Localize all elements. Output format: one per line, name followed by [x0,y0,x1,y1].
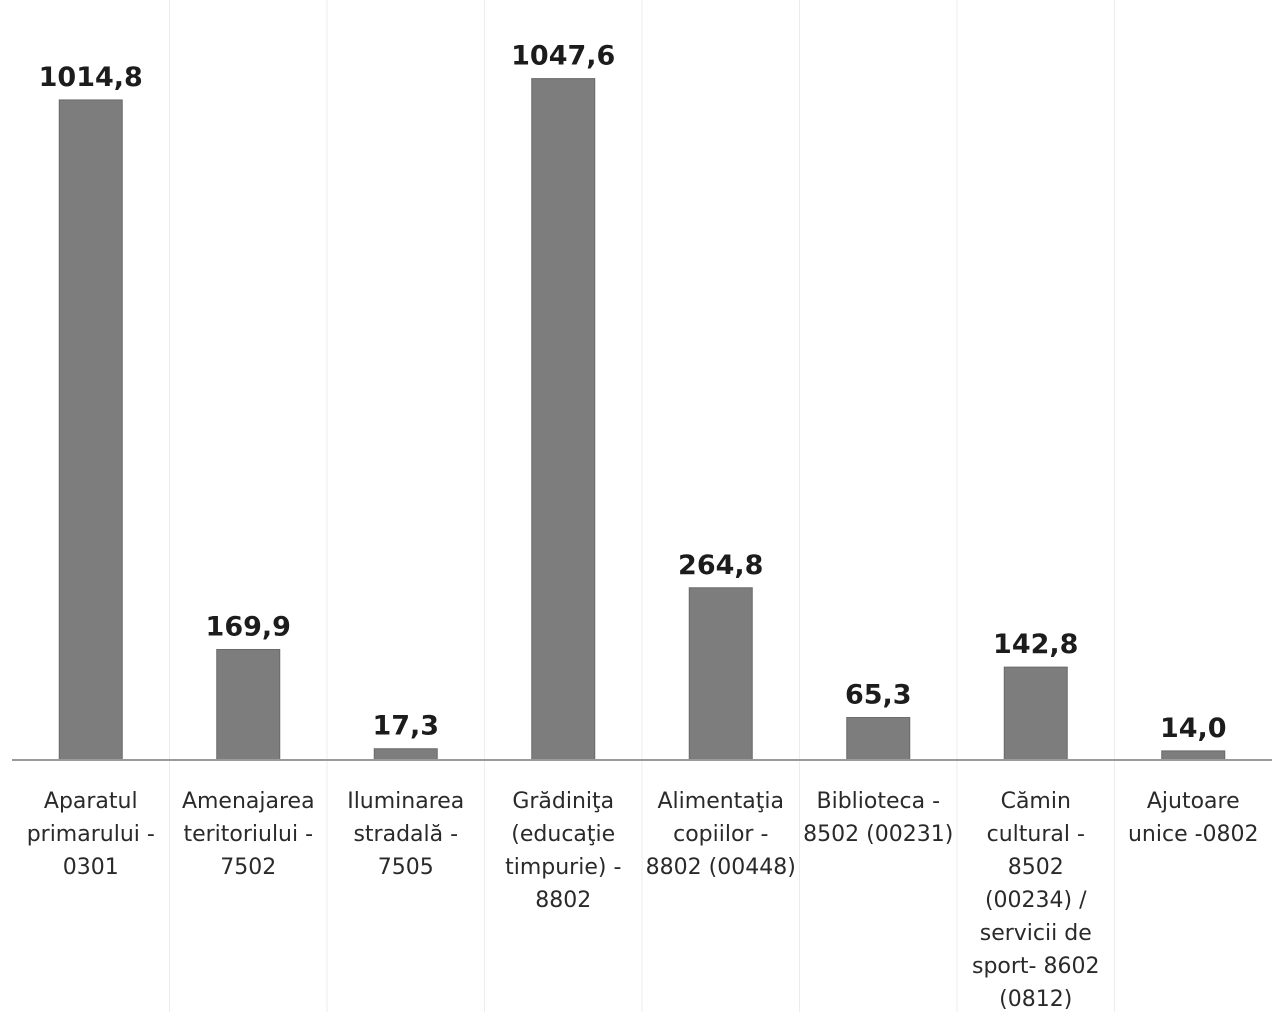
category-label-line: 0301 [63,855,119,880]
category-label-line: cultural - [987,822,1085,847]
data-label: 264,8 [678,550,763,581]
category-label-line: 8502 [1008,855,1064,880]
bar [373,748,438,761]
category-label-line: stradală - [353,822,458,847]
category-label: Biblioteca - 8502 (00231) [803,789,953,847]
category-label-line: (0812) [999,987,1072,1012]
category-labels-layer: Aparatul primarului - 0301 Amenajarea terito… [27,789,1259,1012]
category-label-line: Alimentaţia [657,789,784,814]
category-label-line: 8502 (00231) [803,822,953,847]
data-label: 142,8 [993,629,1078,660]
bar [1161,750,1226,761]
category-label-line: Iluminarea [347,789,464,814]
category-label-line: 8802 (00448) [646,855,796,880]
category-label-line: 7505 [378,855,434,880]
category-label-line: primarului - [27,822,155,847]
category-label-line: copiilor - [673,822,768,847]
bar [58,99,123,761]
category-label: Grădiniţa (educaţie timpurie) - 8802 [505,789,621,913]
category-label-line: (00234) / [985,888,1087,913]
category-label-line: timpurie) - [505,855,621,880]
category-label-line: Ajutoare [1147,789,1240,814]
category-label-line: 8802 [535,888,591,913]
bars-layer [58,78,1226,761]
category-label-line: servicii de [980,921,1092,946]
category-label-line: Amenajarea [182,789,315,814]
data-label: 169,9 [206,611,291,642]
data-label: 1047,6 [511,41,615,72]
category-label-line: teritoriului - [183,822,313,847]
category-label: Alimentaţia copiilor - 8802 (00448) [646,789,796,880]
category-label-line: Cămin [1001,789,1071,814]
category-label-line: Grădiniţa [512,789,614,814]
value-labels-layer: 1014,8 169,9 17,3 1047,6 264,8 65,3 142,8 14,0 [39,41,1227,744]
bar [846,717,911,761]
grid-layer [169,0,1115,1012]
bar [688,587,753,761]
data-label: 65,3 [845,680,912,711]
category-label: Cămin cultural - 8502 (00234) / servicii de s… [972,789,1099,1012]
category-label-line: sport- 8602 [972,954,1099,979]
category-label: Amenajarea teritoriului - 7502 [182,789,315,880]
category-label-line: (educaţie [511,822,615,847]
data-label: 17,3 [372,711,439,742]
bar [531,78,596,761]
data-label: 1014,8 [39,62,143,93]
category-label-line: Aparatul [44,789,138,814]
category-label: Aparatul primarului - 0301 [27,789,155,880]
category-label: Iluminarea stradală - 7505 [347,789,464,880]
category-label-line: unice -0802 [1128,822,1259,847]
category-label-line: 7502 [220,855,276,880]
category-label: Ajutoare unice -0802 [1128,789,1259,847]
category-label-line: Biblioteca - [816,789,940,814]
bar [216,648,281,761]
data-label: 14,0 [1160,713,1227,744]
bar [1003,666,1068,761]
